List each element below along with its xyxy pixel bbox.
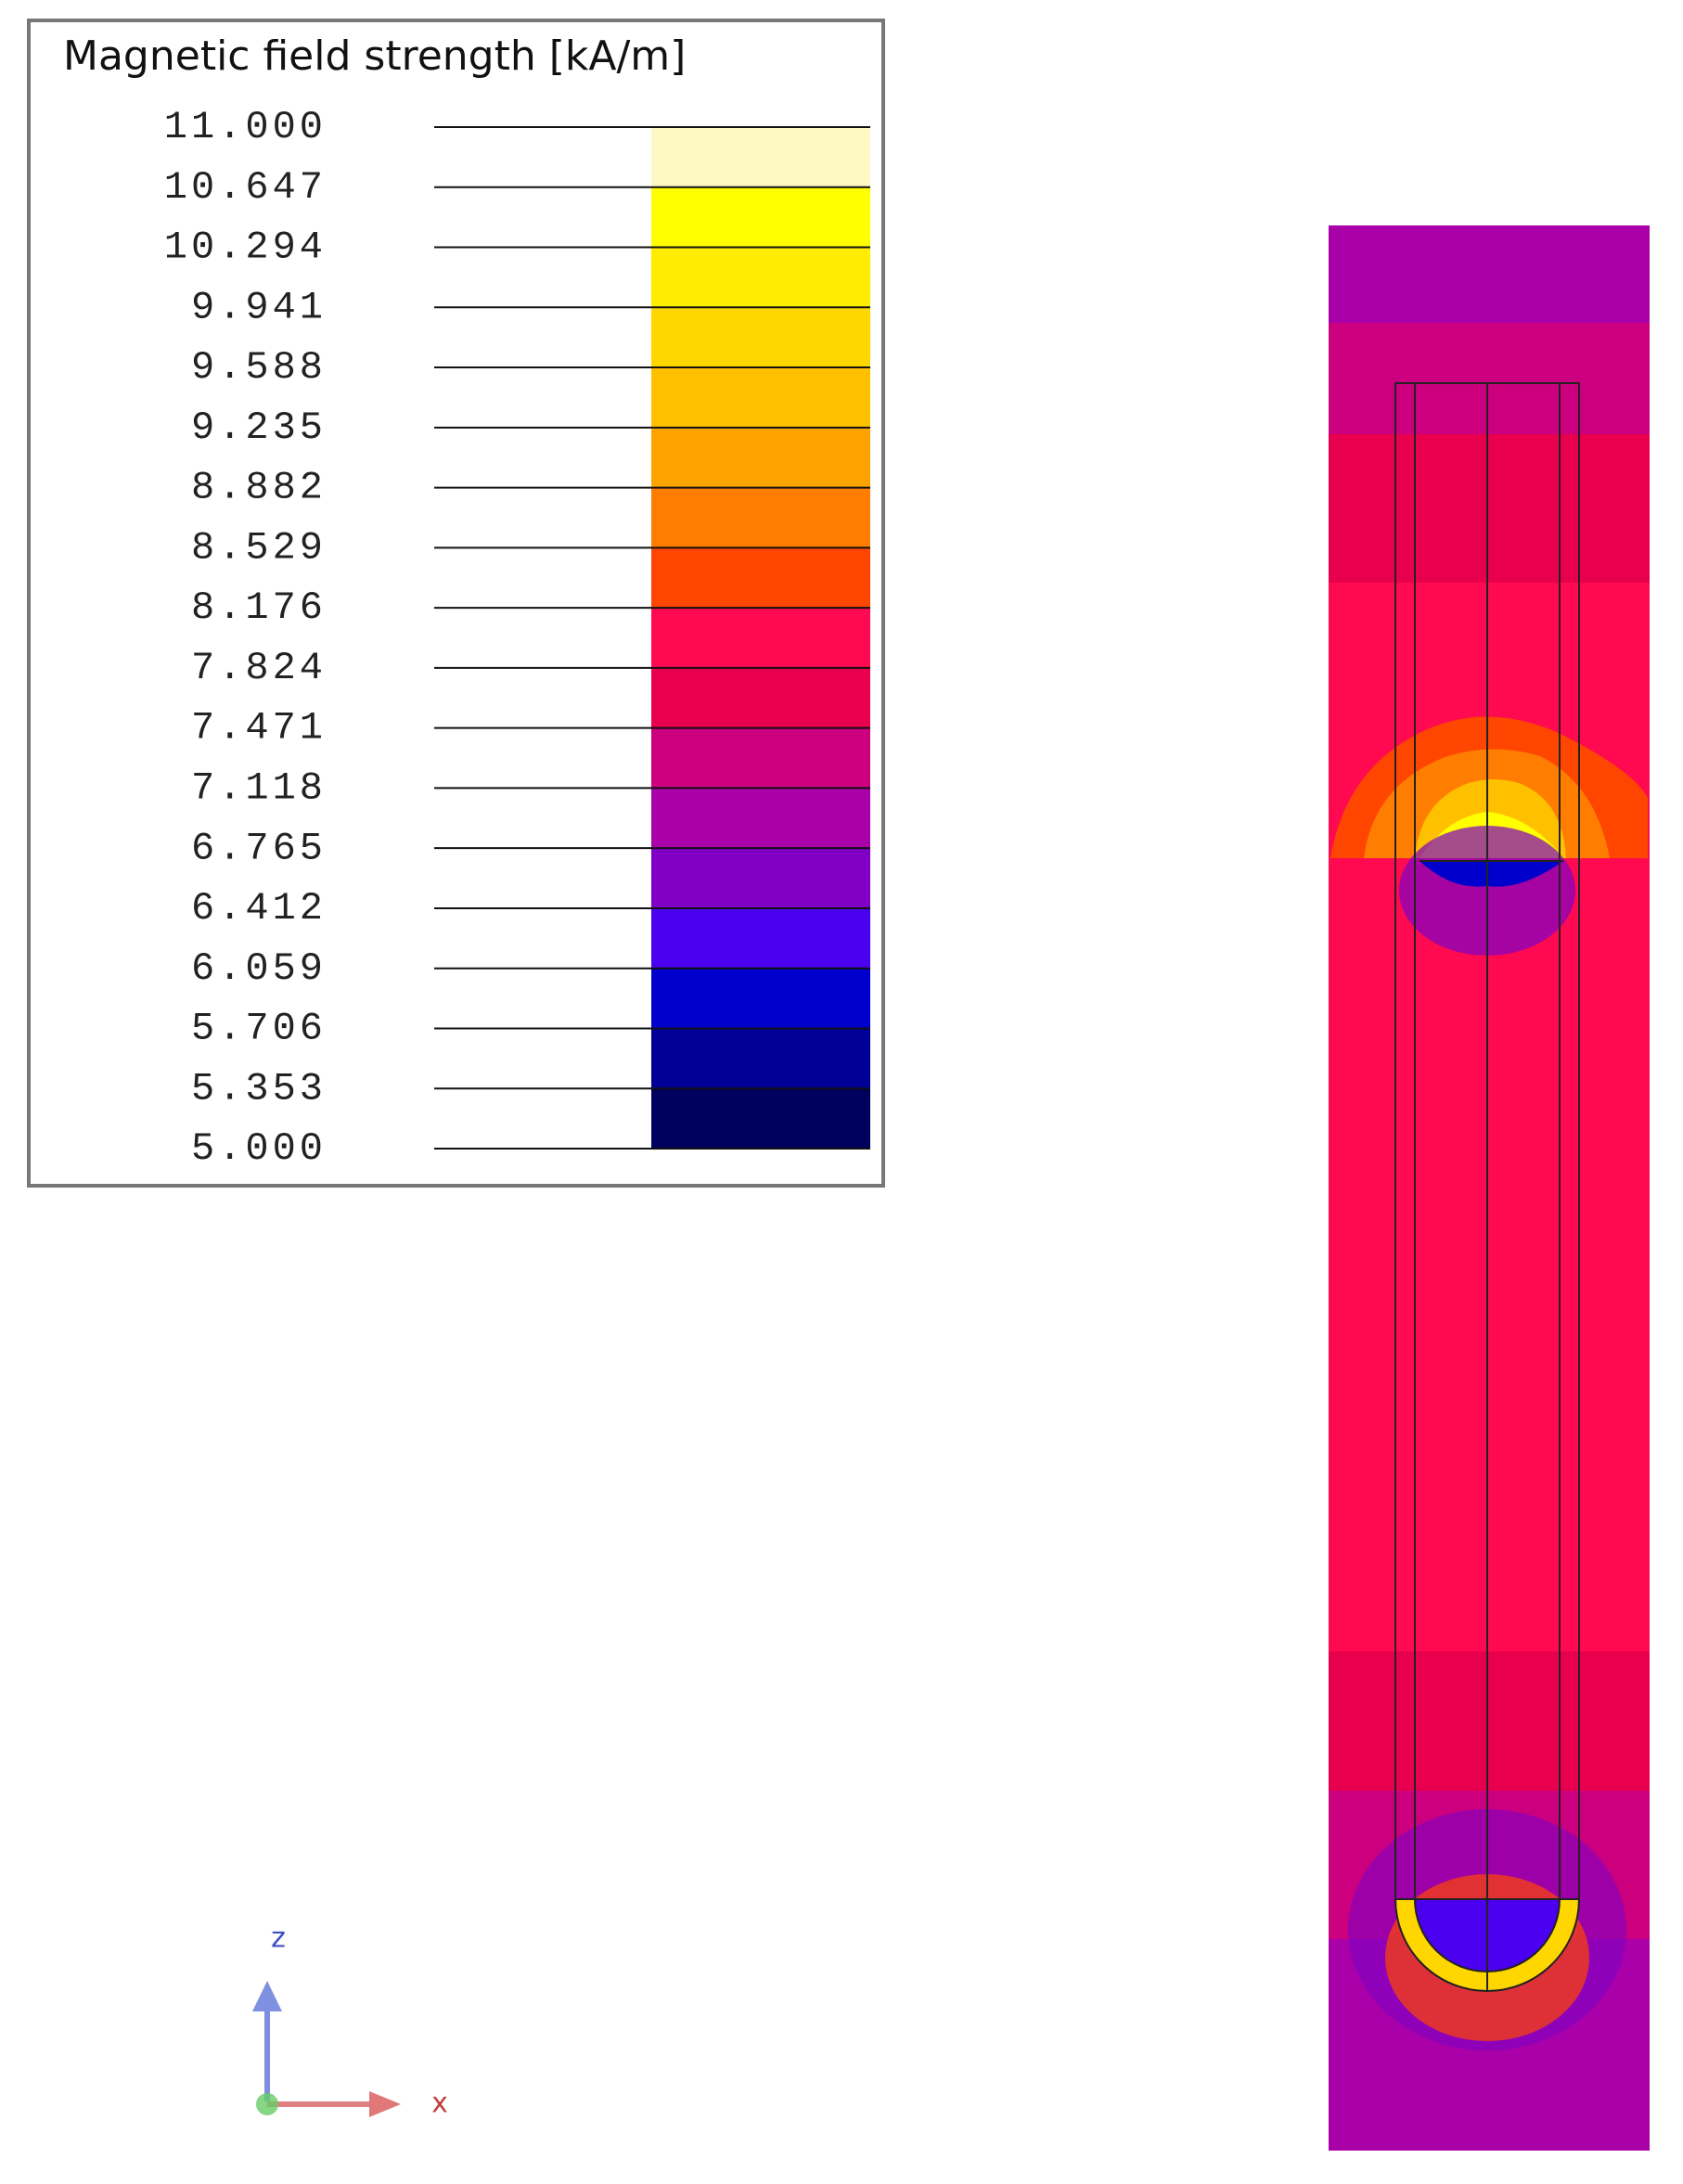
color-band: [651, 1088, 870, 1150]
legend-label: 10.294: [164, 225, 327, 270]
color-band: [651, 1028, 870, 1089]
legend-label: 5.000: [191, 1126, 327, 1171]
legend-scale: 11.000 10.647 10.294 9.941 9.588 9.235 8.882 8.…: [164, 105, 870, 1171]
color-band: [651, 788, 870, 849]
legend-label: 9.235: [191, 405, 327, 450]
color-band: [651, 186, 870, 249]
color-band: [651, 247, 870, 308]
legend-label: 7.471: [191, 706, 327, 751]
legend-label: 6.765: [191, 826, 327, 870]
color-band: [651, 667, 870, 729]
legend-label: 6.412: [191, 886, 327, 931]
color-band: [651, 907, 870, 970]
legend-label: 8.529: [191, 525, 327, 570]
legend-title: Magnetic field strength [kA/m]: [63, 32, 686, 80]
legend-label: 10.647: [164, 165, 327, 210]
z-axis-label: z: [271, 1922, 286, 1955]
color-band: [651, 547, 870, 609]
field-plot: [1329, 225, 1650, 2151]
color-band: [651, 608, 870, 669]
color-band: [651, 487, 870, 548]
legend-label: 8.176: [191, 585, 327, 630]
legend-label: 11.000: [164, 105, 327, 149]
color-band: [651, 367, 870, 429]
legend-label: 7.118: [191, 766, 327, 811]
axis-triad: z x: [252, 1922, 448, 2120]
color-band: [651, 968, 870, 1029]
legend-label: 5.353: [191, 1066, 327, 1111]
color-band: [651, 307, 870, 368]
color-band: [651, 427, 870, 489]
legend-label: 8.882: [191, 466, 327, 510]
legend-label: 7.824: [191, 646, 327, 690]
color-band: [651, 127, 870, 188]
color-band: [651, 848, 870, 909]
legend-label: 9.941: [191, 285, 327, 329]
legend-label: 6.059: [191, 946, 327, 991]
x-axis-label: x: [431, 2088, 448, 2120]
legend-label: 5.706: [191, 1007, 327, 1051]
legend-label: 9.588: [191, 345, 327, 390]
color-band: [651, 727, 870, 789]
